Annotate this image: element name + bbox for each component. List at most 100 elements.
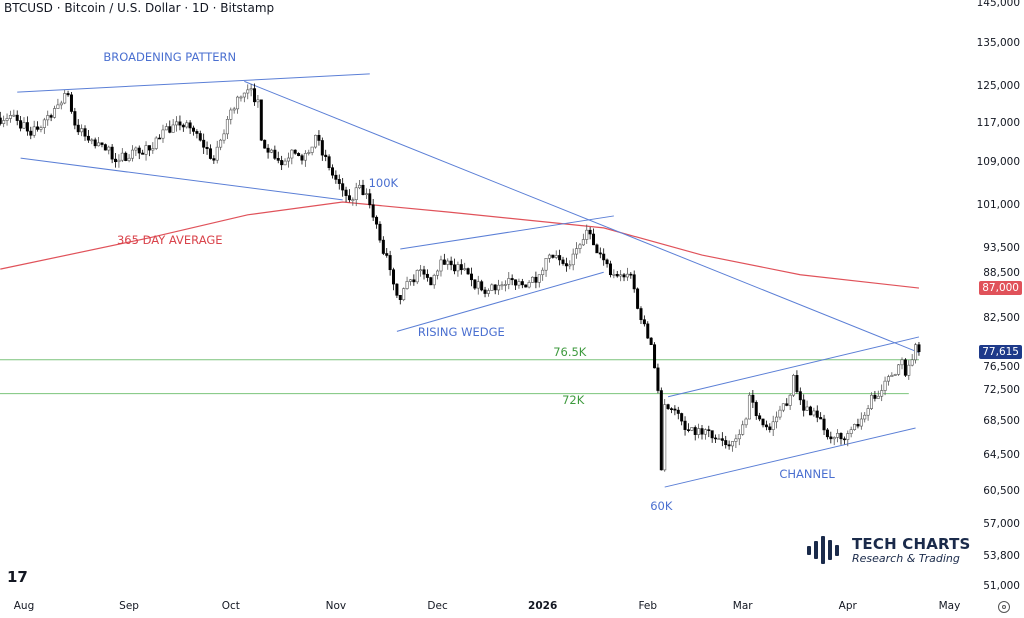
- candle-bearish: [344, 189, 348, 196]
- candle-bearish: [602, 253, 606, 261]
- candle-bearish: [673, 408, 677, 411]
- candle-bullish: [171, 124, 175, 133]
- candle-bullish: [151, 148, 155, 151]
- annotation-label: CHANNEL: [779, 467, 835, 482]
- candle-bullish: [578, 244, 582, 249]
- candle-bullish: [358, 184, 362, 189]
- candle-bullish: [866, 408, 870, 416]
- y-tick-label: 53,800: [983, 550, 1020, 563]
- y-tick-label: 68,500: [983, 415, 1020, 428]
- candle-bearish: [378, 223, 382, 241]
- candle-bearish: [208, 148, 212, 159]
- candle-bullish: [581, 239, 585, 246]
- candle-bullish: [554, 255, 558, 258]
- candle-bullish: [456, 264, 460, 272]
- settings-gear-icon[interactable]: [998, 601, 1010, 613]
- candle-bearish: [700, 428, 704, 435]
- candle-bullish: [154, 137, 158, 149]
- candle-bullish: [185, 122, 189, 128]
- candle-bullish: [439, 259, 443, 272]
- candle-bullish: [303, 153, 307, 161]
- candle-bearish: [73, 111, 77, 126]
- x-tick-label: Oct: [221, 600, 240, 612]
- candle-bullish: [144, 145, 148, 155]
- candle-bearish: [178, 121, 182, 126]
- candle-bearish: [598, 252, 602, 255]
- candle-bearish: [202, 139, 206, 148]
- candle-bullish: [890, 375, 894, 377]
- candle-bearish: [636, 288, 640, 309]
- candle-bullish: [527, 282, 531, 288]
- candle-bullish: [286, 157, 290, 162]
- moving-average: [0, 201, 920, 289]
- candle-bullish: [314, 134, 318, 148]
- candle-bearish: [473, 279, 477, 289]
- annotation-label: 76.5K: [553, 345, 587, 360]
- candle-bearish: [669, 408, 673, 410]
- candle-bullish: [134, 147, 138, 151]
- candle-bullish: [408, 279, 412, 282]
- candle-bearish: [263, 139, 267, 149]
- candle-bearish: [588, 229, 592, 235]
- candle-bearish: [551, 254, 555, 258]
- candle-bearish: [93, 139, 97, 147]
- candle-bearish: [808, 406, 812, 416]
- annotation-label: 100K: [368, 176, 399, 191]
- candle-bearish: [510, 278, 514, 281]
- candle-bullish: [893, 374, 897, 376]
- y-tick-label: 101,000: [976, 198, 1020, 211]
- candle-bearish: [727, 444, 731, 447]
- candle-bearish: [686, 429, 690, 431]
- wedge-lower-line: [396, 271, 604, 332]
- candle-bullish: [269, 149, 273, 153]
- candle-bearish: [819, 417, 823, 420]
- candle-bullish: [737, 434, 741, 440]
- y-tick-label: 64,500: [983, 449, 1020, 462]
- waveform-logo-icon: [807, 536, 839, 564]
- candle-bearish: [802, 399, 806, 411]
- candle-bullish: [697, 428, 701, 435]
- candle-bullish: [544, 258, 548, 271]
- descending-resistance-line: [244, 80, 920, 354]
- candle-bearish: [324, 154, 328, 157]
- candle-bearish: [86, 135, 90, 141]
- candle-bearish: [659, 390, 663, 471]
- tradingview-logo[interactable]: 17: [7, 568, 28, 586]
- candle-bullish: [869, 394, 873, 409]
- candle-bearish: [754, 402, 758, 417]
- candle-bullish: [571, 253, 575, 266]
- candle-bearish: [917, 344, 921, 353]
- candle-bullish: [290, 149, 294, 159]
- candle-bullish: [419, 269, 423, 272]
- candle-bearish: [188, 122, 192, 129]
- candle-bearish: [842, 438, 846, 441]
- candle-bullish: [117, 159, 121, 163]
- candle-bearish: [76, 124, 80, 133]
- candle-bearish: [141, 152, 145, 155]
- candle-bearish: [195, 131, 199, 134]
- annotation-label: RISING WEDGE: [417, 325, 505, 340]
- candle-bearish: [825, 429, 829, 438]
- candle-bearish: [114, 158, 118, 163]
- broadening-lower-line: [20, 157, 343, 201]
- candle-bearish: [66, 93, 70, 96]
- candle-bearish: [680, 413, 684, 422]
- y-tick-label: 93,500: [983, 241, 1020, 254]
- candle-bearish: [785, 403, 789, 406]
- candle-bearish: [361, 184, 365, 195]
- candle-bullish: [219, 139, 223, 148]
- channel-lower-line: [664, 427, 916, 488]
- candle-bullish: [32, 126, 36, 136]
- candle-bullish: [731, 441, 735, 447]
- candle-bearish: [395, 283, 399, 296]
- candle-bearish: [595, 244, 599, 254]
- y-tick-label: 88,500: [983, 267, 1020, 280]
- candle-bearish: [168, 126, 172, 133]
- candle-bearish: [137, 147, 141, 154]
- candle-bullish: [8, 115, 12, 119]
- candle-bearish: [181, 124, 185, 128]
- horizontal-levels: [0, 359, 919, 395]
- candle-bullish: [415, 269, 419, 283]
- chart-title: BTCUSD · Bitcoin / U.S. Dollar · 1D · Bi…: [4, 1, 275, 15]
